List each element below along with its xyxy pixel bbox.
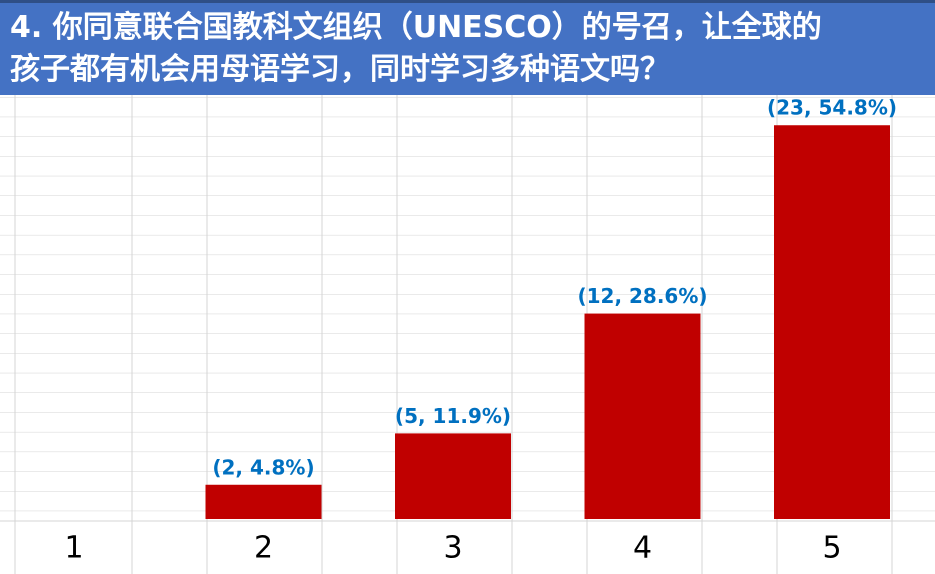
x-tick-label: 4 (633, 531, 652, 566)
data-label: (2, 4.8%) (212, 455, 314, 479)
data-label: (23, 54.8%) (767, 96, 897, 120)
x-tick-label: 3 (443, 531, 462, 566)
data-label: (5, 11.9%) (395, 404, 511, 428)
x-tick-label: 2 (254, 531, 273, 566)
x-tick-label: 1 (64, 531, 83, 566)
plot: 1 2 (2, 4.8%) 3 (5, 11.9%) 4 (12, 28.6%) 5 (23, … (64, 96, 897, 566)
chart-title: 4. 你同意联合国教科文组织（UNESCO）的号召，让全球的 孩子都有机会用母语… (0, 0, 935, 95)
data-label: (12, 28.6%) (577, 284, 707, 308)
bar (205, 484, 322, 519)
bar (395, 433, 511, 519)
bar (774, 125, 890, 520)
bar (584, 313, 701, 519)
x-tick-label: 5 (822, 531, 841, 566)
